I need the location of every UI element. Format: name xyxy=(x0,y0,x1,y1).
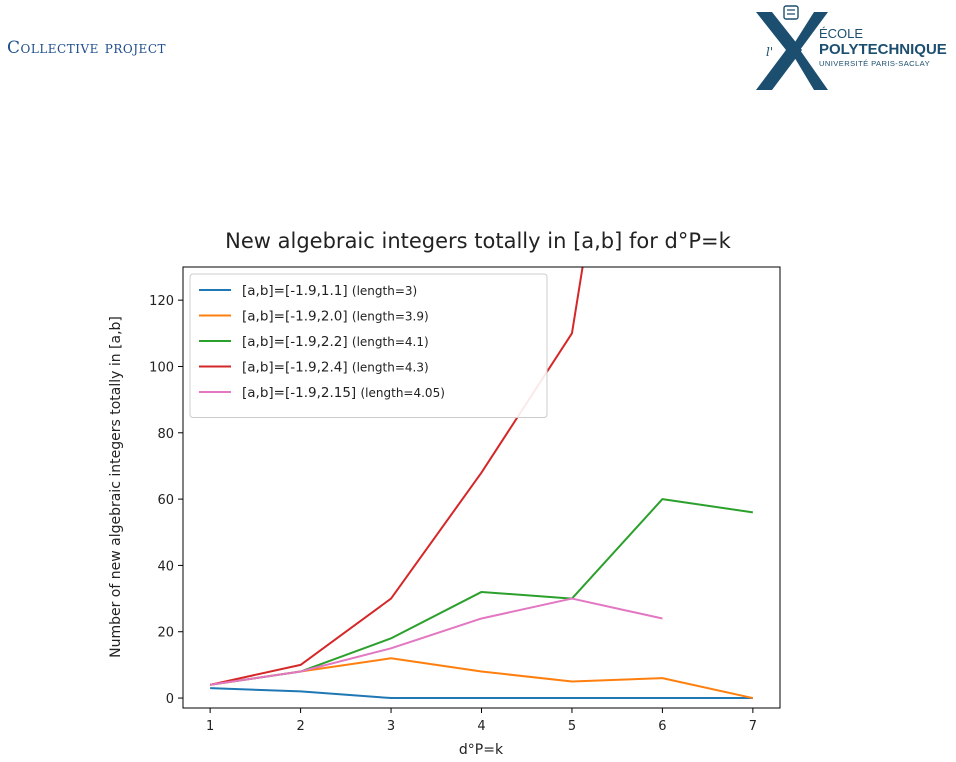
series-line-4 xyxy=(209,267,584,686)
legend-series-note: (length=3) xyxy=(352,284,417,298)
y-axis-label: Number of new algebraic integers totally… xyxy=(108,316,124,658)
legend-entry: [a,b]=[-1.9,2.0] (length=3.9) xyxy=(242,309,429,325)
ecole-polytechnique-logo: l' ÉCOLE POLYTECHNIQUE UNIVERSITÉ PARIS-… xyxy=(756,5,947,90)
legend-entry: [a,b]=[-1.9,2.15] (length=4.05) xyxy=(242,385,445,401)
y-tick-label: 40 xyxy=(157,559,174,574)
legend-entry: [a,b]=[-1.9,2.4] (length=4.3) xyxy=(242,360,429,376)
y-tick-label: 0 xyxy=(166,692,174,707)
series-line-3 xyxy=(209,498,754,686)
legend-series-name: [a,b]=[-1.9,2.15] xyxy=(242,385,361,401)
y-tick-label: 80 xyxy=(157,427,174,442)
logo-line3: UNIVERSITÉ PARIS-SACLAY xyxy=(819,59,930,68)
x-tick-label: 5 xyxy=(568,719,576,734)
legend-box xyxy=(189,273,548,418)
y-tick-label: 20 xyxy=(157,626,174,641)
logo-line1: ÉCOLE xyxy=(819,26,863,41)
series-line-1 xyxy=(210,687,753,700)
x-tick-label: 2 xyxy=(296,719,304,734)
legend-series-note: (length=4.05) xyxy=(361,386,445,400)
x-tick-label: 6 xyxy=(658,719,666,734)
x-tick-label: 1 xyxy=(206,719,214,734)
legend-entry: [a,b]=[-1.9,1.1] (length=3) xyxy=(242,283,417,299)
page-header-title: Collective project xyxy=(7,38,167,58)
y-tick-label: 100 xyxy=(149,360,174,375)
y-tick-label: 60 xyxy=(157,493,174,508)
logo-crest-icon xyxy=(783,5,799,20)
y-tick-label: 120 xyxy=(149,294,174,309)
logo-line2: POLYTECHNIQUE xyxy=(819,41,947,58)
series-line-5 xyxy=(209,597,663,686)
x-tick-label: 7 xyxy=(749,719,757,734)
chart-title: New algebraic integers totally in [a,b] … xyxy=(225,229,731,253)
legend-series-name: [a,b]=[-1.9,1.1] xyxy=(242,283,352,299)
legend-series-note: (length=3.9) xyxy=(352,310,429,324)
legend: [a,b]=[-1.9,1.1] (length=3)[a,b]=[-1.9,2… xyxy=(189,273,548,418)
legend-series-name: [a,b]=[-1.9,2.4] xyxy=(242,360,352,376)
legend-series-name: [a,b]=[-1.9,2.0] xyxy=(242,309,352,325)
legend-series-note: (length=4.3) xyxy=(352,361,429,375)
x-tick-label: 4 xyxy=(477,719,485,734)
x-axis-label: d°P=k xyxy=(459,742,504,758)
legend-series-note: (length=4.1) xyxy=(352,335,429,349)
legend-entry: [a,b]=[-1.9,2.2] (length=4.1) xyxy=(242,334,429,350)
legend-series-name: [a,b]=[-1.9,2.2] xyxy=(242,334,352,350)
logo-l-mark: l' xyxy=(766,45,773,59)
x-tick-label: 3 xyxy=(387,719,395,734)
